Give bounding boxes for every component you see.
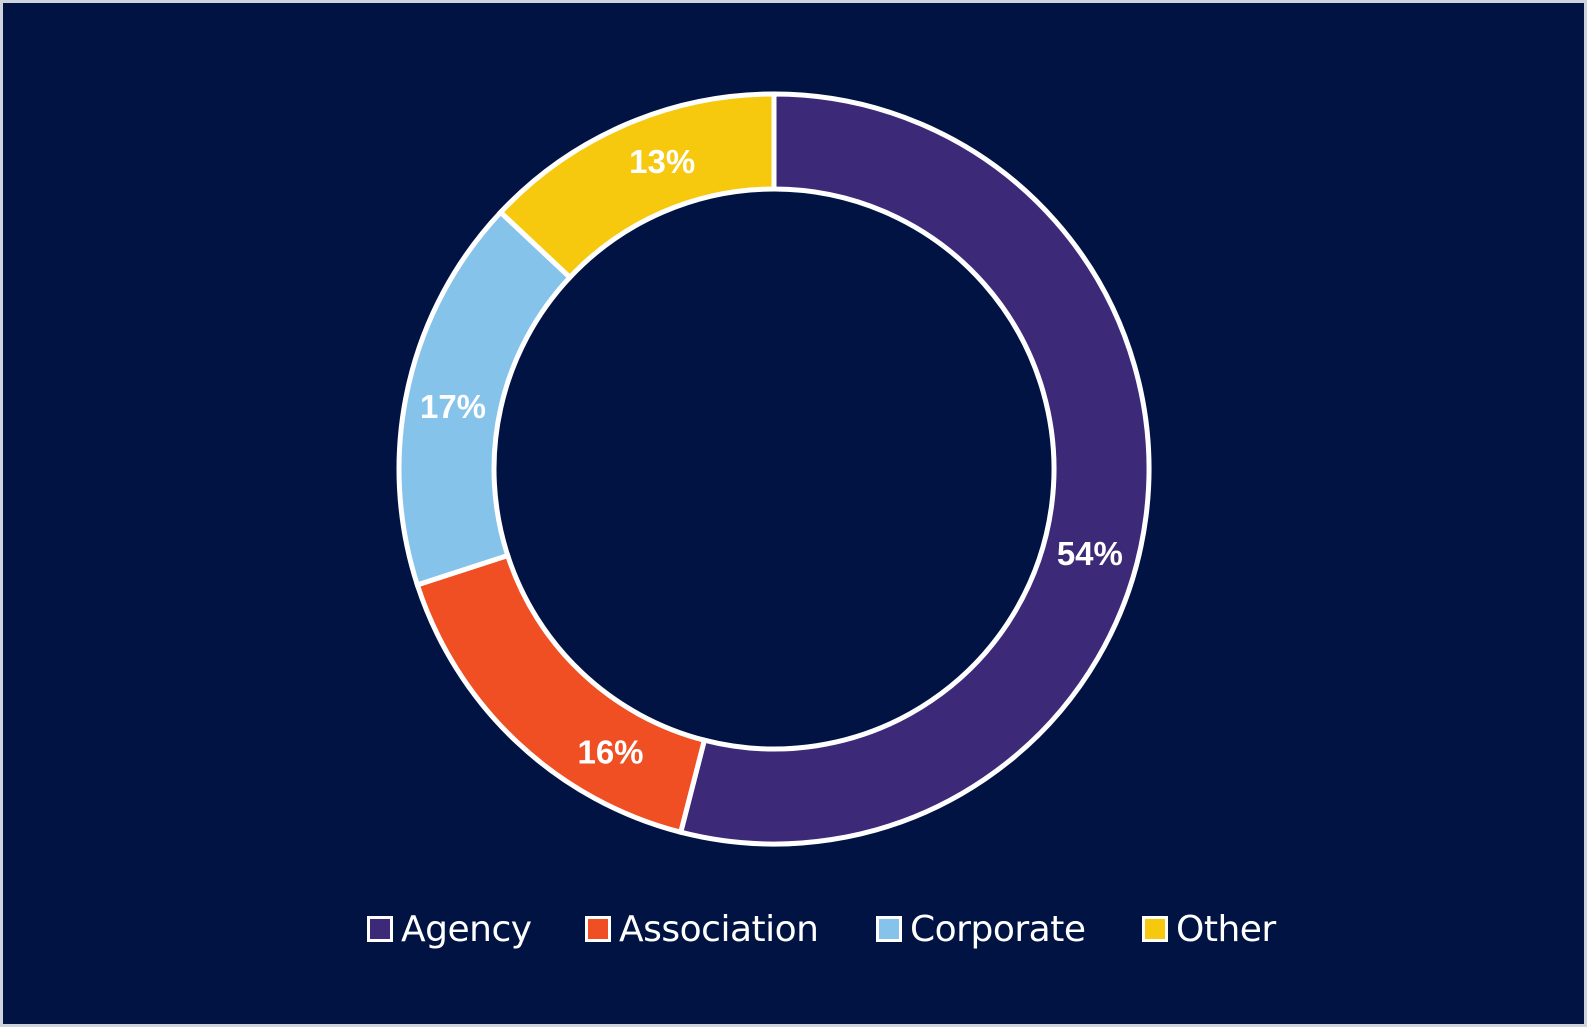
- legend-label-association: Association: [619, 908, 819, 950]
- legend-swatch-agency: [367, 916, 393, 942]
- slice-association: [414, 552, 708, 836]
- legend-item-corporate: Corporate: [876, 901, 1086, 957]
- donut-chart: 54% 16% 17% 13%: [396, 91, 1152, 847]
- legend-item-association: Association: [585, 901, 819, 957]
- legend-swatch-corporate: [876, 916, 902, 942]
- slice-agency: [677, 91, 1152, 847]
- legend-label-other: Other: [1176, 908, 1276, 950]
- slice-label-other: 13%: [629, 143, 695, 180]
- slice-label-association: 16%: [577, 734, 643, 771]
- slice-label-corporate: 17%: [420, 388, 486, 425]
- legend-label-corporate: Corporate: [910, 908, 1086, 950]
- legend-swatch-other: [1142, 916, 1168, 942]
- legend-label-agency: Agency: [401, 908, 532, 950]
- legend-swatch-association: [585, 916, 611, 942]
- legend-item-other: Other: [1142, 901, 1276, 957]
- slice-label-agency: 54%: [1057, 535, 1123, 572]
- slice-other: [497, 91, 777, 281]
- legend: Agency Association Corporate Other: [3, 901, 1587, 957]
- legend-item-agency: Agency: [367, 901, 532, 957]
